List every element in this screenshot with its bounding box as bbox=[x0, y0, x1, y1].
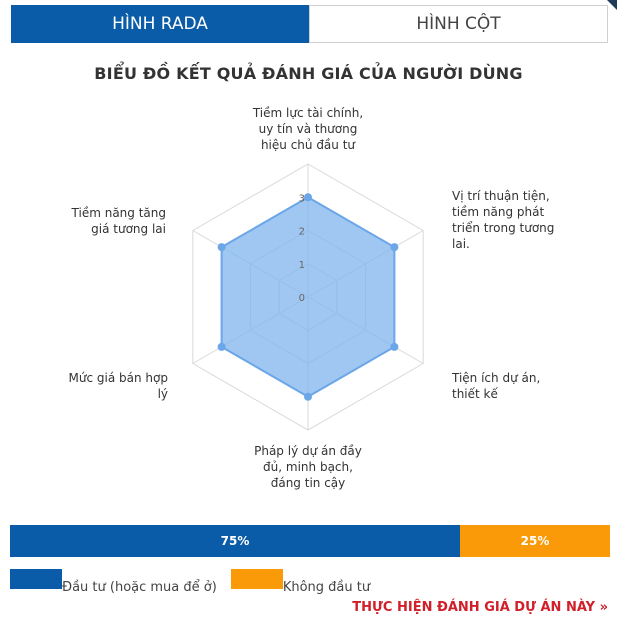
corner-decoration bbox=[607, 0, 617, 10]
axis-label-location: Vị trí thuận tiện, tiềm năng phát triển … bbox=[452, 189, 555, 251]
legend-not-invest-swatch bbox=[230, 569, 283, 589]
not-invest-segment: 25% bbox=[460, 525, 610, 557]
radar-tick-label: 1 bbox=[299, 260, 305, 271]
vote-legend: Đầu tư (hoặc mua để ở) Không đầu tư bbox=[10, 569, 370, 595]
legend-invest-label: Đầu tư (hoặc mua để ở) bbox=[62, 580, 217, 595]
chart-title: BIỂU ĐỒ KẾT QUẢ ĐÁNH GIÁ CỦA NGƯỜI DÙNG bbox=[94, 64, 523, 83]
radar-point bbox=[304, 193, 312, 202]
radar-series-area bbox=[220, 196, 396, 398]
radar-point bbox=[390, 342, 399, 351]
tab-column[interactable]: HÌNH CỘT bbox=[309, 5, 608, 43]
radar-point bbox=[217, 342, 226, 351]
legend-not-invest-label: Không đầu tư bbox=[282, 580, 371, 595]
axis-label-growth: Tiềm năng tăng giá tương lai bbox=[71, 206, 166, 236]
axis-label-amenities: Tiện ích dự án, thiết kế bbox=[452, 371, 541, 401]
radar-tick-labels: 0 1 2 3 bbox=[299, 193, 305, 304]
invest-segment: 75% bbox=[10, 525, 460, 557]
radar-point bbox=[304, 392, 312, 401]
rate-project-link[interactable]: THỰC HIỆN ĐÁNH GIÁ DỰ ÁN NÀY » bbox=[352, 600, 608, 615]
radar-point bbox=[390, 243, 399, 252]
chart-tabs: HÌNH RADA HÌNH CỘT bbox=[11, 5, 608, 45]
radar-point bbox=[217, 243, 226, 252]
legend-not-invest: Không đầu tư bbox=[230, 569, 370, 595]
axis-label-finance: Tiềm lực tài chính, uy tín và thương hiệ… bbox=[252, 106, 364, 152]
radar-tick-label: 3 bbox=[299, 193, 305, 204]
vote-result-bar: 75% 25% bbox=[10, 525, 610, 557]
radar-tick-label: 2 bbox=[299, 227, 305, 238]
radar-tick-label: 0 bbox=[299, 293, 305, 304]
legend-invest-swatch bbox=[10, 569, 62, 589]
radar-chart: 0 1 2 3 bbox=[192, 163, 424, 431]
radar-points bbox=[217, 193, 399, 401]
axis-label-legal: Pháp lý dự án đầy đủ, minh bạch, đáng ti… bbox=[254, 444, 362, 490]
tab-radar[interactable]: HÌNH RADA bbox=[11, 5, 309, 43]
axis-label-price: Mức giá bán hợp lý bbox=[68, 371, 168, 401]
legend-invest: Đầu tư (hoặc mua để ở) bbox=[10, 569, 217, 595]
